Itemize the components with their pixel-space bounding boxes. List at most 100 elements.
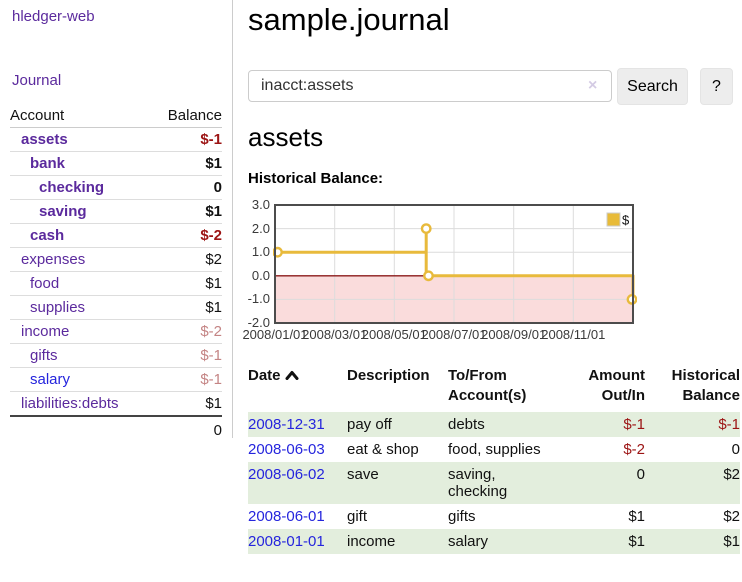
account-link-checking[interactable]: checking [39, 179, 105, 196]
account-balance: $2 [116, 247, 222, 272]
historical-balance-chart: $ [273, 204, 637, 324]
account-row-supplies: supplies $1 [10, 295, 222, 320]
transaction-description: gift [347, 508, 368, 525]
transaction-balance: $2 [723, 508, 740, 525]
transaction-description: save [347, 462, 448, 504]
register-table: Date Description To/From Account(s) Amou… [248, 364, 740, 554]
register-row: 2008-01-01 income salary $1 $1 [248, 529, 740, 554]
sidebar-item-journal[interactable]: Journal [12, 72, 62, 89]
x-axis-tick: 2008/05/01 [361, 327, 427, 342]
account-link-bank[interactable]: bank [30, 155, 66, 172]
account-link-cash[interactable]: cash [30, 227, 65, 244]
account-row-bank: bank $1 [10, 151, 222, 176]
account-row-liabilities-debts: liabilities:debts $1 [10, 391, 222, 416]
sort-ascending-icon [285, 366, 299, 386]
account-link-saving[interactable]: saving [39, 203, 87, 220]
transaction-date-link[interactable]: 2008-06-01 [248, 508, 325, 525]
search-input[interactable] [248, 70, 612, 102]
x-axis-tick: 2008/03/01 [302, 327, 368, 342]
transaction-accounts: debts [448, 412, 555, 437]
transaction-description: income [347, 529, 448, 554]
amount-column-header: Amount Out/In [588, 367, 645, 404]
register-row: 2008-06-03 eat & shop food, supplies $-2… [248, 437, 740, 462]
balance-column-header: Balance [116, 104, 222, 128]
accounts-total-row: 0 [10, 415, 222, 442]
transaction-balance: $-1 [645, 412, 740, 437]
page-title: sample.journal [248, 2, 450, 37]
account-balance: $-1 [116, 343, 222, 368]
account-column-header: Account [10, 104, 116, 128]
transaction-balance: $1 [645, 529, 740, 554]
transaction-amount: $1 [628, 508, 645, 525]
sidebar-divider [232, 0, 233, 438]
transaction-balance: 0 [731, 441, 740, 458]
account-page-title: assets [248, 122, 324, 152]
account-link-food[interactable]: food [30, 275, 60, 292]
account-row-saving: saving $1 [10, 199, 222, 224]
account-balance: $1 [116, 271, 222, 296]
account-link-gifts[interactable]: gifts [30, 347, 58, 364]
account-balance: $-1 [200, 131, 222, 148]
account-link-expenses[interactable]: expenses [21, 251, 86, 268]
accounts-column-header: To/From Account(s) [448, 367, 527, 404]
account-link-liabilities-debts[interactable]: liabilities:debts [21, 395, 119, 412]
transaction-date-link[interactable]: 2008-01-01 [248, 533, 325, 550]
register-row: 2008-06-02 save saving, checking 0 $2 [248, 462, 740, 504]
x-axis-tick: 2008/01/01 [242, 327, 308, 342]
account-balance: $1 [116, 295, 222, 320]
app-title-link[interactable]: hledger-web [12, 8, 95, 25]
account-row-expenses: expenses $2 [10, 247, 222, 272]
date-column-header[interactable]: Date [248, 364, 347, 412]
transaction-date-link[interactable]: 2008-06-02 [248, 466, 325, 483]
x-axis-tick: 2008/09/01 [481, 327, 547, 342]
transaction-accounts: salary [448, 529, 555, 554]
account-row-assets: assets $-1 [10, 128, 222, 152]
transaction-date-link[interactable]: 2008-06-03 [248, 441, 325, 458]
transaction-description: pay off [347, 412, 448, 437]
register-row: 2008-12-31 pay off debts $-1 $-1 [248, 412, 740, 437]
transaction-date-link[interactable]: 2008-12-31 [248, 416, 325, 433]
accounts-table-header: Account Balance [10, 104, 222, 128]
account-balance: $1 [116, 199, 222, 224]
account-balance: $1 [116, 391, 222, 416]
account-link-assets[interactable]: assets [21, 131, 68, 148]
transaction-accounts: gifts [448, 508, 476, 525]
legend-color-swatch [606, 212, 621, 227]
account-link-income[interactable]: income [21, 323, 70, 340]
transaction-amount: $1 [555, 529, 645, 554]
accounts-total-value: 0 [116, 415, 222, 442]
account-row-food: food $1 [10, 271, 222, 296]
account-balance: $1 [116, 151, 222, 176]
account-link-supplies[interactable]: supplies [30, 299, 86, 316]
transaction-amount: $-2 [623, 441, 645, 458]
y-axis-tick: 3.0 [251, 197, 270, 212]
clear-search-icon[interactable]: × [588, 77, 598, 94]
y-axis-tick: 1.0 [251, 244, 270, 260]
register-row: 2008-06-01 gift gifts $1 $2 [248, 504, 740, 529]
transaction-accounts: food, supplies [448, 441, 541, 458]
x-axis-tick: 2008/07/01 [421, 327, 487, 342]
account-row-income: income $-2 [10, 319, 222, 344]
account-row-cash: cash $-2 [10, 223, 222, 248]
account-balance: $-2 [116, 223, 222, 248]
transaction-amount: 0 [555, 462, 645, 504]
x-axis-tick: 2008/11/01 [541, 327, 606, 342]
balance-column-header: Historical Balance [671, 367, 740, 404]
account-balance: 0 [116, 175, 222, 200]
search-button[interactable]: Search [617, 68, 688, 105]
y-axis-tick: -1.0 [247, 291, 270, 307]
account-balance: $-1 [116, 367, 222, 392]
y-axis-tick: -2.0 [247, 315, 270, 330]
account-link-salary[interactable]: salary [30, 371, 71, 388]
y-axis-tick: 2.0 [251, 220, 270, 236]
historical-balance-label: Historical Balance: [248, 170, 384, 187]
chart-gridlines [276, 206, 632, 322]
description-column-header: Description [347, 367, 430, 384]
accounts-balance-table: Account Balance assets $-1 bank $1 check… [10, 104, 222, 442]
help-button[interactable]: ? [700, 68, 733, 105]
account-balance: $-2 [116, 319, 222, 344]
register-header-row: Date Description To/From Account(s) Amou… [248, 364, 740, 412]
chart-border [274, 204, 634, 324]
transaction-accounts: saving, checking [448, 462, 555, 504]
legend-label: $ [622, 213, 630, 228]
